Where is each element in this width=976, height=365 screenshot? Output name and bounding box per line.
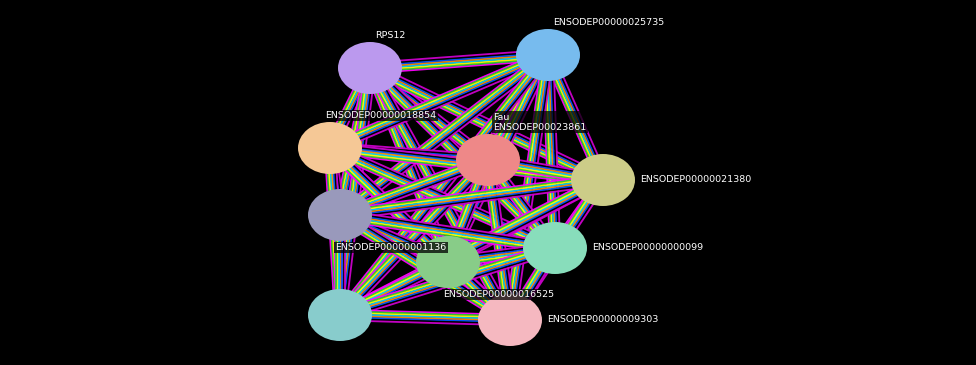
Ellipse shape xyxy=(456,134,520,186)
Text: RPS12: RPS12 xyxy=(375,31,405,40)
Text: ENSODEP00000016525: ENSODEP00000016525 xyxy=(443,290,554,299)
Text: ENSODEP00000000099: ENSODEP00000000099 xyxy=(592,243,703,253)
Ellipse shape xyxy=(338,42,402,94)
Text: ENSODEP00000018854: ENSODEP00000018854 xyxy=(325,111,436,120)
Text: ENSODEP00000025735: ENSODEP00000025735 xyxy=(553,18,665,27)
Text: ENSODEP00000021380: ENSODEP00000021380 xyxy=(640,176,752,184)
Ellipse shape xyxy=(523,222,587,274)
Ellipse shape xyxy=(516,29,580,81)
Ellipse shape xyxy=(571,154,635,206)
Ellipse shape xyxy=(308,189,372,241)
Ellipse shape xyxy=(478,294,542,346)
Ellipse shape xyxy=(298,122,362,174)
Text: ENSODEP00000001136: ENSODEP00000001136 xyxy=(335,243,446,252)
Text: Fau
ENSODEP00023861: Fau ENSODEP00023861 xyxy=(493,112,587,132)
Ellipse shape xyxy=(416,236,480,288)
Text: ENSODEP00000009303: ENSODEP00000009303 xyxy=(547,315,659,324)
Ellipse shape xyxy=(308,289,372,341)
